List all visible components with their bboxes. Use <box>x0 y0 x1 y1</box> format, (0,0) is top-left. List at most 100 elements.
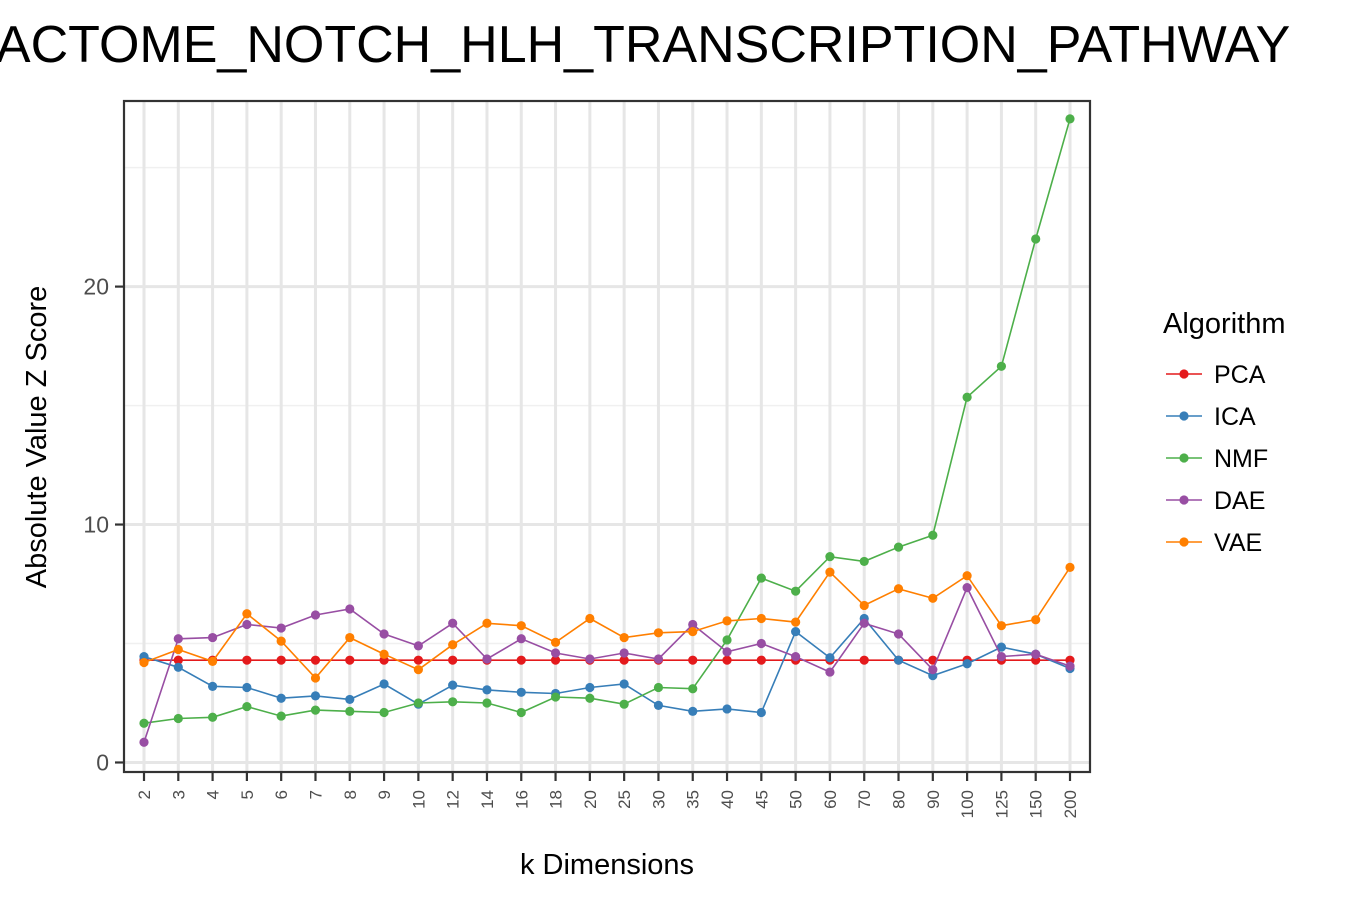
point-nmf <box>276 711 286 721</box>
point-dae <box>482 654 492 664</box>
point-nmf <box>550 692 561 702</box>
y-tick-label: 0 <box>96 749 109 775</box>
x-tick-label: 125 <box>992 790 1011 818</box>
point-nmf <box>996 361 1007 371</box>
point-ica <box>345 694 355 705</box>
point-dae <box>550 648 561 658</box>
point-ica <box>688 706 698 716</box>
point-vae <box>482 618 492 628</box>
point-dae <box>173 634 183 644</box>
point-nmf <box>722 635 732 645</box>
point-ica <box>962 659 972 669</box>
point-ica <box>207 681 218 691</box>
point-vae <box>722 616 732 626</box>
x-tick-label: 6 <box>272 790 291 799</box>
point-nmf <box>173 713 183 724</box>
point-dae <box>276 623 286 633</box>
x-tick-label: 90 <box>924 790 943 809</box>
point-vae <box>173 644 183 655</box>
point-vae <box>585 613 595 624</box>
legend-key-point-dae <box>1179 495 1189 505</box>
point-nmf <box>448 697 458 707</box>
point-dae <box>791 651 801 662</box>
point-nmf <box>139 718 149 728</box>
point-vae <box>653 628 664 638</box>
point-dae <box>310 610 321 620</box>
point-vae <box>859 600 869 611</box>
point-dae <box>859 618 869 628</box>
point-pca <box>722 655 732 665</box>
x-tick-label: 50 <box>787 790 806 809</box>
x-tick-label: 10 <box>409 790 428 809</box>
point-nmf <box>859 556 869 567</box>
point-ica <box>310 691 321 701</box>
x-tick-label: 20 <box>581 790 600 809</box>
point-pca <box>516 655 526 665</box>
point-nmf <box>207 712 218 722</box>
point-pca <box>619 655 629 665</box>
point-dae <box>893 629 904 639</box>
point-nmf <box>688 684 698 694</box>
point-ica <box>482 685 492 695</box>
point-vae <box>962 571 972 581</box>
legend-key-point-nmf <box>1179 453 1189 463</box>
point-ica <box>173 662 183 672</box>
point-ica <box>516 687 526 697</box>
legend-title: Algorithm <box>1163 308 1286 340</box>
point-ica <box>825 653 835 663</box>
point-dae <box>345 604 355 614</box>
x-tick-label: 8 <box>341 790 360 799</box>
point-pca <box>345 655 355 665</box>
point-nmf <box>756 573 766 583</box>
point-vae <box>242 609 252 619</box>
y-tick-label: 20 <box>83 274 109 300</box>
x-tick-label: 9 <box>375 790 394 799</box>
point-ica <box>791 627 801 637</box>
legend-label-vae: VAE <box>1214 529 1262 557</box>
point-dae <box>379 629 389 639</box>
point-nmf <box>893 542 904 552</box>
x-tick-label: 80 <box>890 790 909 809</box>
point-vae <box>1031 615 1041 625</box>
point-dae <box>139 737 149 747</box>
x-tick-label: 25 <box>615 790 634 809</box>
x-tick-label: 30 <box>649 790 668 809</box>
point-pca <box>276 655 286 665</box>
x-tick-label: 14 <box>478 790 497 809</box>
chart-title: REACTOME_NOTCH_HLH_TRANSCRIPTION_PATHWAY <box>0 16 1290 74</box>
point-vae <box>893 584 904 594</box>
x-tick-label: 35 <box>684 790 703 809</box>
point-dae <box>1031 649 1041 659</box>
point-nmf <box>310 705 321 715</box>
point-pca <box>550 655 561 665</box>
point-dae <box>722 647 732 657</box>
point-vae <box>310 673 321 683</box>
point-nmf <box>413 698 423 708</box>
x-tick-label: 70 <box>855 790 874 809</box>
point-vae <box>139 657 149 668</box>
point-nmf <box>379 707 389 718</box>
point-pca <box>310 655 321 665</box>
x-axis-title: k Dimensions <box>520 849 694 881</box>
point-vae <box>516 621 526 631</box>
point-ica <box>619 679 629 689</box>
series-line-dae <box>143 585 1071 743</box>
y-tick-label: 10 <box>83 512 109 538</box>
point-ica <box>996 642 1007 652</box>
point-dae <box>1065 661 1075 671</box>
point-ica <box>893 655 904 665</box>
legend-label-nmf: NMF <box>1214 445 1268 473</box>
x-tick-label: 12 <box>444 790 463 809</box>
series-line-vae <box>143 566 1071 680</box>
point-nmf <box>242 701 252 712</box>
point-pca <box>173 655 183 665</box>
point-dae <box>585 654 595 664</box>
point-dae <box>619 648 629 658</box>
point-ica <box>379 679 389 689</box>
point-vae <box>825 567 835 577</box>
point-vae <box>448 640 458 650</box>
point-vae <box>619 632 629 643</box>
x-tick-label: 200 <box>1061 790 1080 818</box>
